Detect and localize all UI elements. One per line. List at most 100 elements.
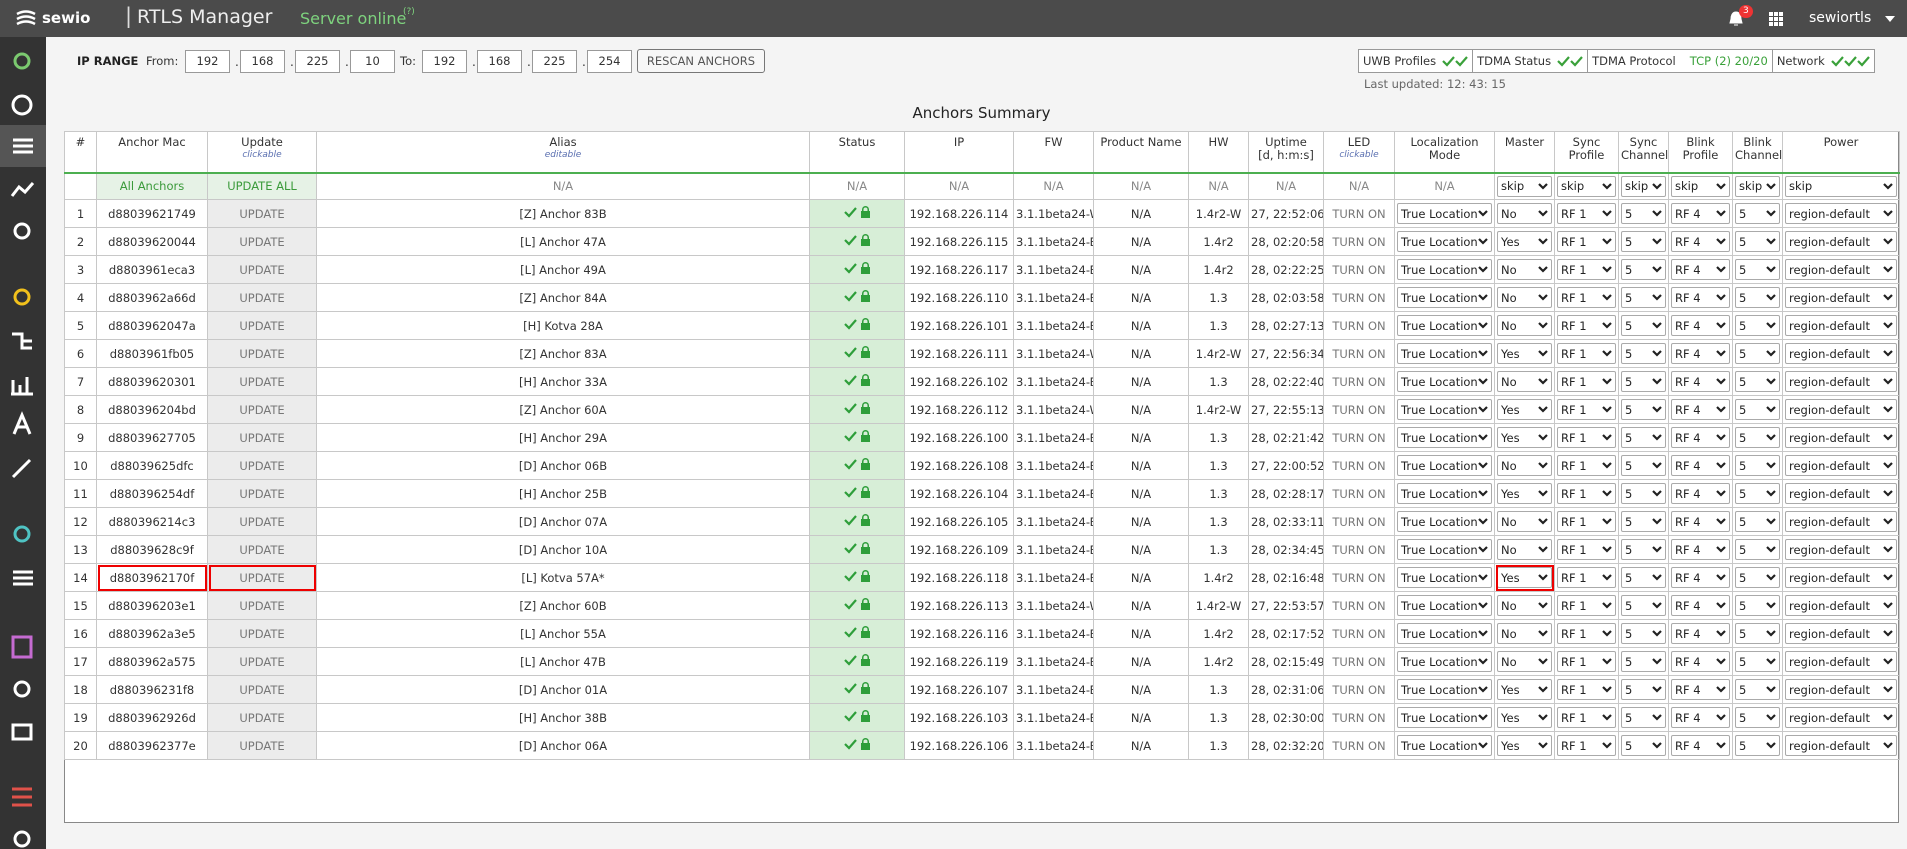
cell[interactable]: [L] Anchor 55A	[316, 619, 810, 648]
cell[interactable]: RF 1	[1554, 339, 1619, 368]
cell[interactable]: No	[1494, 647, 1555, 676]
dropdown[interactable]: 5	[1735, 371, 1780, 392]
dropdown[interactable]: RF 1	[1557, 287, 1616, 308]
cell[interactable]: RF 1	[1554, 563, 1619, 592]
dropdown[interactable]: 5	[1621, 511, 1666, 532]
cell[interactable]: TURN ON	[1323, 507, 1395, 536]
cell[interactable]: True Location	[1394, 311, 1495, 340]
cell[interactable]: RF 1	[1554, 227, 1619, 256]
dropdown[interactable]: RF 1	[1557, 315, 1616, 336]
cell[interactable]: RF 1	[1554, 675, 1619, 704]
cell[interactable]: True Location	[1394, 227, 1495, 256]
dropdown[interactable]: region-default	[1785, 707, 1897, 728]
dropdown[interactable]: 5	[1735, 203, 1780, 224]
dropdown[interactable]: 5	[1621, 315, 1666, 336]
dropdown[interactable]: True Location	[1397, 567, 1492, 588]
dropdown[interactable]: region-default	[1785, 511, 1897, 532]
cell[interactable]: region-default	[1782, 451, 1900, 480]
dropdown[interactable]: 5	[1735, 707, 1780, 728]
ip-input[interactable]: 225	[532, 50, 577, 73]
cell[interactable]: [D] Anchor 01A	[316, 675, 810, 704]
cell[interactable]: True Location	[1394, 507, 1495, 536]
cell[interactable]: 5	[1618, 451, 1669, 480]
cell[interactable]: RF 1	[1554, 479, 1619, 508]
cell[interactable]: 5	[1618, 367, 1669, 396]
cell[interactable]: TURN ON	[1323, 563, 1395, 592]
dropdown[interactable]: True Location	[1397, 623, 1492, 644]
cell[interactable]: 5	[1618, 703, 1669, 732]
dropdown[interactable]: RF 1	[1557, 539, 1616, 560]
cell[interactable]: region-default	[1782, 283, 1900, 312]
cell[interactable]: region-default	[1782, 395, 1900, 424]
dropdown[interactable]: 5	[1621, 707, 1666, 728]
cell[interactable]: Yes	[1494, 395, 1555, 424]
cell[interactable]: RF 4	[1668, 731, 1733, 760]
cell[interactable]: RF 4	[1668, 535, 1733, 564]
dropdown[interactable]: region-default	[1785, 203, 1897, 224]
cell[interactable]: TURN ON	[1323, 255, 1395, 284]
dropdown[interactable]: region-default	[1785, 539, 1897, 560]
dropdown[interactable]: True Location	[1397, 203, 1492, 224]
dropdown[interactable]: Yes	[1497, 679, 1552, 700]
cell[interactable]: region-default	[1782, 479, 1900, 508]
cell[interactable]: True Location	[1394, 395, 1495, 424]
dropdown[interactable]: RF 1	[1557, 343, 1616, 364]
cell[interactable]: UPDATE	[207, 591, 317, 620]
dropdown[interactable]: region-default	[1785, 623, 1897, 644]
dropdown[interactable]: True Location	[1397, 455, 1492, 476]
cell[interactable]: 5	[1732, 591, 1783, 620]
cell[interactable]: TURN ON	[1323, 479, 1395, 508]
cell[interactable]: UPDATE	[207, 703, 317, 732]
cell[interactable]: 5	[1732, 703, 1783, 732]
dropdown[interactable]: 5	[1735, 343, 1780, 364]
cell[interactable]: [Z] Anchor 60A	[316, 395, 810, 424]
cell[interactable]: RF 4	[1668, 619, 1733, 648]
dropdown[interactable]: RF 1	[1557, 259, 1616, 280]
cell[interactable]: region-default	[1782, 367, 1900, 396]
dropdown[interactable]: region-default	[1785, 679, 1897, 700]
dropdown[interactable]: Yes	[1497, 399, 1552, 420]
cell[interactable]: [Z] Anchor 84A	[316, 283, 810, 312]
cell[interactable]: region-default	[1782, 535, 1900, 564]
cell[interactable]: True Location	[1394, 675, 1495, 704]
dropdown[interactable]: RF 4	[1671, 567, 1730, 588]
cell[interactable]: region-default	[1782, 339, 1900, 368]
dropdown[interactable]: region-default	[1785, 315, 1897, 336]
cell[interactable]: RF 1	[1554, 199, 1619, 228]
dropdown[interactable]: True Location	[1397, 343, 1492, 364]
dropdown[interactable]: No	[1497, 651, 1552, 672]
dropdown[interactable]: RF 4	[1671, 623, 1730, 644]
cell[interactable]: 5	[1732, 367, 1783, 396]
cell[interactable]: RF 4	[1668, 647, 1733, 676]
dropdown[interactable]: No	[1497, 455, 1552, 476]
cell[interactable]: UPDATE	[207, 283, 317, 312]
dropdown[interactable]: RF 4	[1671, 539, 1730, 560]
dropdown[interactable]: 5	[1735, 539, 1780, 560]
dropdown[interactable]: skip	[1735, 175, 1780, 197]
cell[interactable]: 5	[1732, 535, 1783, 564]
cell[interactable]: 5	[1618, 339, 1669, 368]
cell[interactable]: UPDATE	[207, 395, 317, 424]
cell[interactable]: TURN ON	[1323, 535, 1395, 564]
dropdown[interactable]: RF 1	[1557, 203, 1616, 224]
dropdown[interactable]: Yes	[1497, 567, 1552, 588]
dropdown[interactable]: RF 1	[1557, 399, 1616, 420]
cell[interactable]: No	[1494, 199, 1555, 228]
cell[interactable]: UPDATE	[207, 255, 317, 284]
cell[interactable]: region-default	[1782, 311, 1900, 340]
dropdown[interactable]: 5	[1621, 539, 1666, 560]
dropdown[interactable]: 5	[1735, 651, 1780, 672]
cell[interactable]: 5	[1732, 311, 1783, 340]
cell[interactable]: RF 4	[1668, 563, 1733, 592]
dropdown[interactable]: True Location	[1397, 231, 1492, 252]
cell[interactable]: RF 1	[1554, 703, 1619, 732]
dropdown[interactable]: No	[1497, 539, 1552, 560]
cell[interactable]: TURN ON	[1323, 451, 1395, 480]
dropdown[interactable]: RF 4	[1671, 315, 1730, 336]
dropdown[interactable]: region-default	[1785, 735, 1897, 756]
cell[interactable]: [Z] Anchor 83A	[316, 339, 810, 368]
cell[interactable]: [H] Anchor 33A	[316, 367, 810, 396]
dropdown[interactable]: 5	[1621, 623, 1666, 644]
cell[interactable]: RF 4	[1668, 227, 1733, 256]
cell[interactable]: UPDATE	[207, 675, 317, 704]
